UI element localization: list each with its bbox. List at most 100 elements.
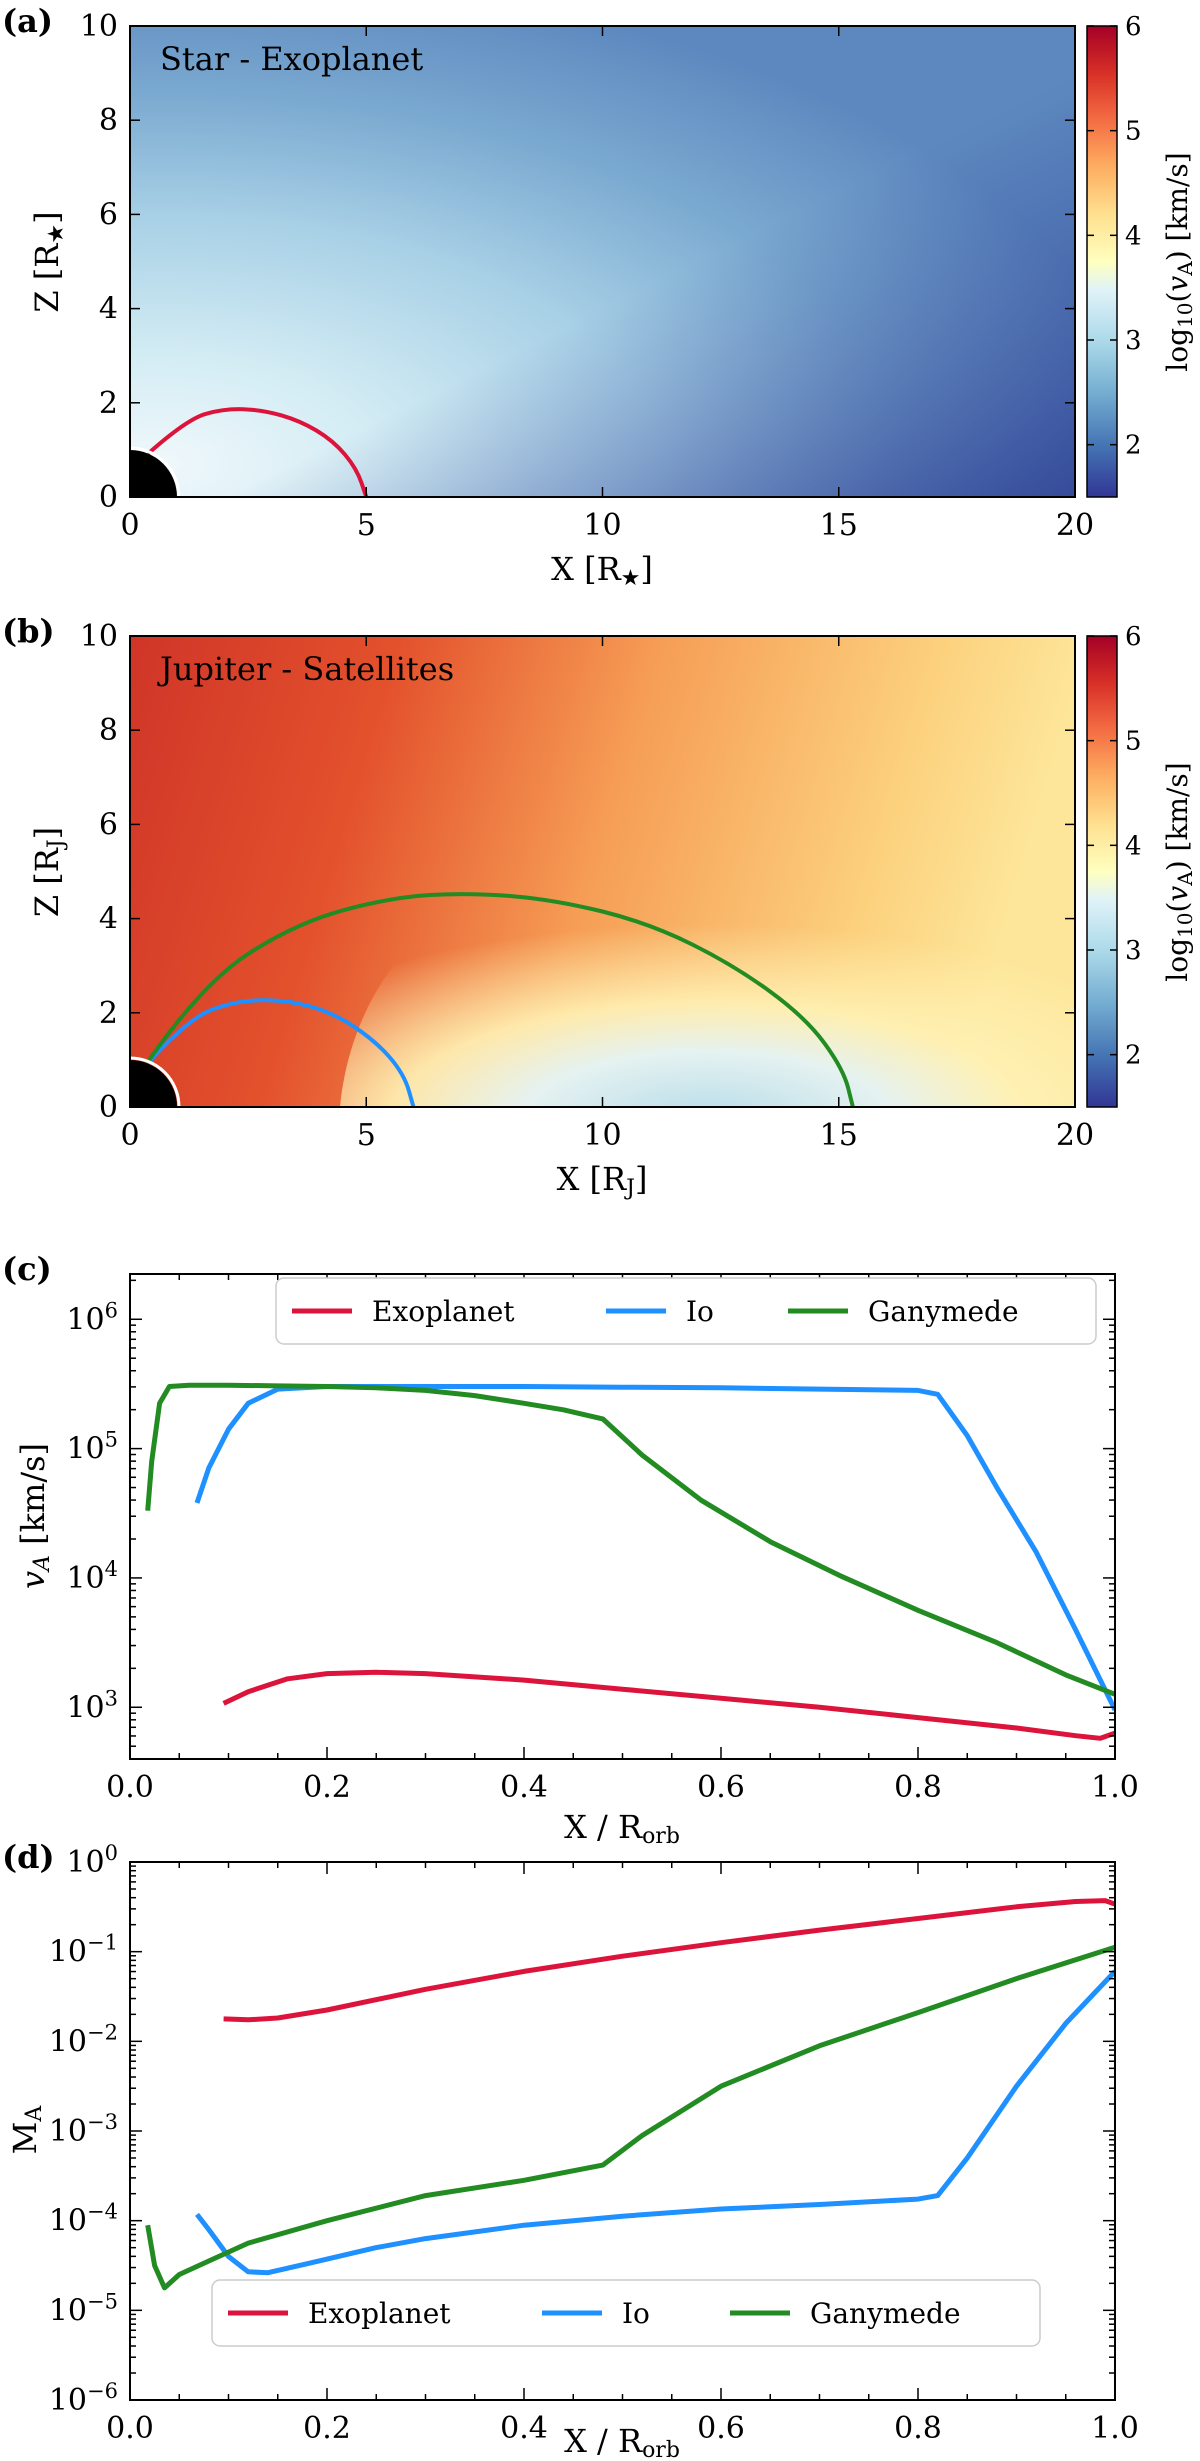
colorbar-tick-label: 3 xyxy=(1125,326,1142,356)
y-tick-label: 4 xyxy=(99,292,118,327)
x-tick-label: 0 xyxy=(120,508,139,543)
y-tick-label: 0 xyxy=(99,480,118,515)
x-tick-label: 10 xyxy=(583,1118,621,1153)
heatmap-b-low-region xyxy=(340,834,1075,1107)
heatmap-a-shading xyxy=(130,26,1075,497)
y-tick-label: 10−6 xyxy=(49,2379,118,2418)
x-tick-label: 0.0 xyxy=(106,2411,154,2446)
x-tick-label: 10 xyxy=(583,508,621,543)
y-tick-label: 104 xyxy=(66,1557,118,1596)
axes-frame-c xyxy=(129,1273,1116,1760)
y-tick-label: 8 xyxy=(99,103,118,138)
colorbar-b xyxy=(1086,635,1118,1108)
y-tick-label: 10−2 xyxy=(49,2020,118,2059)
legend-d-label-exoplanet: Exoplanet xyxy=(308,2297,451,2330)
panel-b-title: Jupiter - Satellites xyxy=(157,650,454,688)
legend-c: Exoplanet Io Ganymede xyxy=(275,1277,1097,1345)
x-tick-label: 0 xyxy=(120,1118,139,1153)
x-tick-label: 1.0 xyxy=(1091,1770,1139,1805)
colorbar-label-b: log10(vA) [km/s] xyxy=(1161,762,1197,981)
jupiter-body xyxy=(130,1060,177,1107)
colorbar-a xyxy=(1086,25,1118,498)
line-ganymede-va xyxy=(145,1382,1115,1697)
panel-label-b: (b) xyxy=(2,612,55,650)
x-tick-label: 1.0 xyxy=(1091,2411,1139,2446)
x-tick-label: 0.6 xyxy=(697,2411,745,2446)
y-tick-label: 10−4 xyxy=(49,2200,118,2239)
star-outline xyxy=(130,446,181,497)
panel-label-d: (d) xyxy=(2,1838,55,1876)
x-tick-label: 5 xyxy=(357,1118,376,1153)
x-tick-label: 0.0 xyxy=(106,1770,154,1805)
line-io-ma xyxy=(195,1969,1115,2276)
panel-c: (c) 0.0 0.2 0.4 0.6 0.8 1.0 103 104 105 106 Exopl… xyxy=(2,1250,1139,1849)
y-tick-label: 10−3 xyxy=(49,2110,118,2149)
colorbar-tick-label: 4 xyxy=(1125,831,1142,861)
y-tick-label: 6 xyxy=(99,807,118,842)
legend-c-box xyxy=(275,1277,1097,1345)
y-tick-label: 10−5 xyxy=(49,2289,118,2328)
colorbar-ticks-a: 2 3 4 5 6 xyxy=(1087,12,1142,461)
y-tick-label: 8 xyxy=(99,713,118,748)
y-tick-label: 10−1 xyxy=(49,1931,118,1970)
y-tick-label: 10 xyxy=(80,9,118,44)
legend-d-label-io: Io xyxy=(622,2297,650,2330)
y-axis-label-a: Z [R★] xyxy=(28,211,69,312)
y-tick-label: 100 xyxy=(66,1841,118,1880)
axis-ticks-d: 0.0 0.2 0.4 0.6 0.8 1.0 10−6 10−5 10−4 10−3 10−2 10… xyxy=(49,1841,1139,2446)
x-tick-label: 20 xyxy=(1056,1118,1094,1153)
x-tick-label: 0.8 xyxy=(894,2411,942,2446)
legend-d-label-ganymede: Ganymede xyxy=(810,2297,961,2330)
y-tick-label: 4 xyxy=(99,902,118,937)
axis-ticks-a: 0 5 10 15 20 0 2 4 6 8 10 xyxy=(80,9,1094,543)
line-io-va xyxy=(194,1384,1115,1712)
field-line-ganymede xyxy=(142,892,855,1107)
colorbar-ticks-b: 2 3 4 5 6 xyxy=(1087,622,1142,1071)
legend-d-box xyxy=(211,2279,1041,2347)
field-line-io xyxy=(145,998,416,1107)
x-tick-label: 15 xyxy=(820,1118,858,1153)
jupiter-outline xyxy=(130,1056,181,1107)
field-line-exoplanet xyxy=(146,407,369,497)
colorbar-label-a: log10(vA) [km/s] xyxy=(1161,152,1197,371)
y-axis-label-b: Z [RJ] xyxy=(28,827,69,917)
line-ganymede-ma xyxy=(145,1944,1115,2291)
x-tick-label: 0.2 xyxy=(303,1770,351,1805)
y-tick-label: 10 xyxy=(80,619,118,654)
colorbar-tick-label: 6 xyxy=(1125,622,1142,652)
colorbar-tick-label: 2 xyxy=(1125,1041,1142,1071)
x-tick-label: 0.4 xyxy=(500,2411,548,2446)
x-tick-label: 5 xyxy=(357,508,376,543)
star-body xyxy=(130,450,177,497)
panel-d: (d) 0.0 0.2 0.4 0.6 0.8 1.0 10−6 10−5 10−4 10−3 10… xyxy=(2,1838,1139,2461)
x-tick-label: 20 xyxy=(1056,508,1094,543)
y-axis-label-c: vA [km/s] xyxy=(14,1443,55,1589)
x-axis-label-c: X / Rorb xyxy=(564,1808,680,1849)
x-axis-label-d: X / Rorb xyxy=(564,2422,680,2461)
y-tick-label: 0 xyxy=(99,1090,118,1125)
colorbar-tick-label: 5 xyxy=(1125,727,1142,757)
x-tick-label: 0.4 xyxy=(500,1770,548,1805)
legend-c-label-exoplanet: Exoplanet xyxy=(372,1295,515,1328)
legend-c-label-ganymede: Ganymede xyxy=(868,1295,1019,1328)
colorbar-tick-label: 5 xyxy=(1125,117,1142,147)
colorbar-tick-label: 3 xyxy=(1125,936,1142,966)
colorbar-tick-label: 2 xyxy=(1125,431,1142,461)
x-tick-label: 0.8 xyxy=(894,1770,942,1805)
y-tick-label: 103 xyxy=(66,1686,118,1725)
panel-a: (a) Star - Exoplanet 0 5 10 15 20 0 2 4 6 8 10 X [… xyxy=(2,2,1197,591)
colorbar-tick-label: 6 xyxy=(1125,12,1142,42)
panel-a-title: Star - Exoplanet xyxy=(160,40,423,78)
axis-ticks-b: 0 5 10 15 20 0 2 4 6 8 10 xyxy=(80,619,1094,1153)
legend-d: Exoplanet Io Ganymede xyxy=(211,2279,1041,2347)
panel-label-a: (a) xyxy=(2,2,53,40)
y-tick-label: 2 xyxy=(99,996,118,1031)
line-exoplanet-va xyxy=(222,1669,1115,1741)
x-axis-label-a: X [R★] xyxy=(551,550,653,591)
y-axis-label-d: MA xyxy=(6,2105,47,2155)
x-tick-label: 15 xyxy=(820,508,858,543)
panel-label-c: (c) xyxy=(2,1250,52,1288)
colorbar-tick-label: 4 xyxy=(1125,221,1142,251)
y-tick-label: 105 xyxy=(66,1428,118,1467)
